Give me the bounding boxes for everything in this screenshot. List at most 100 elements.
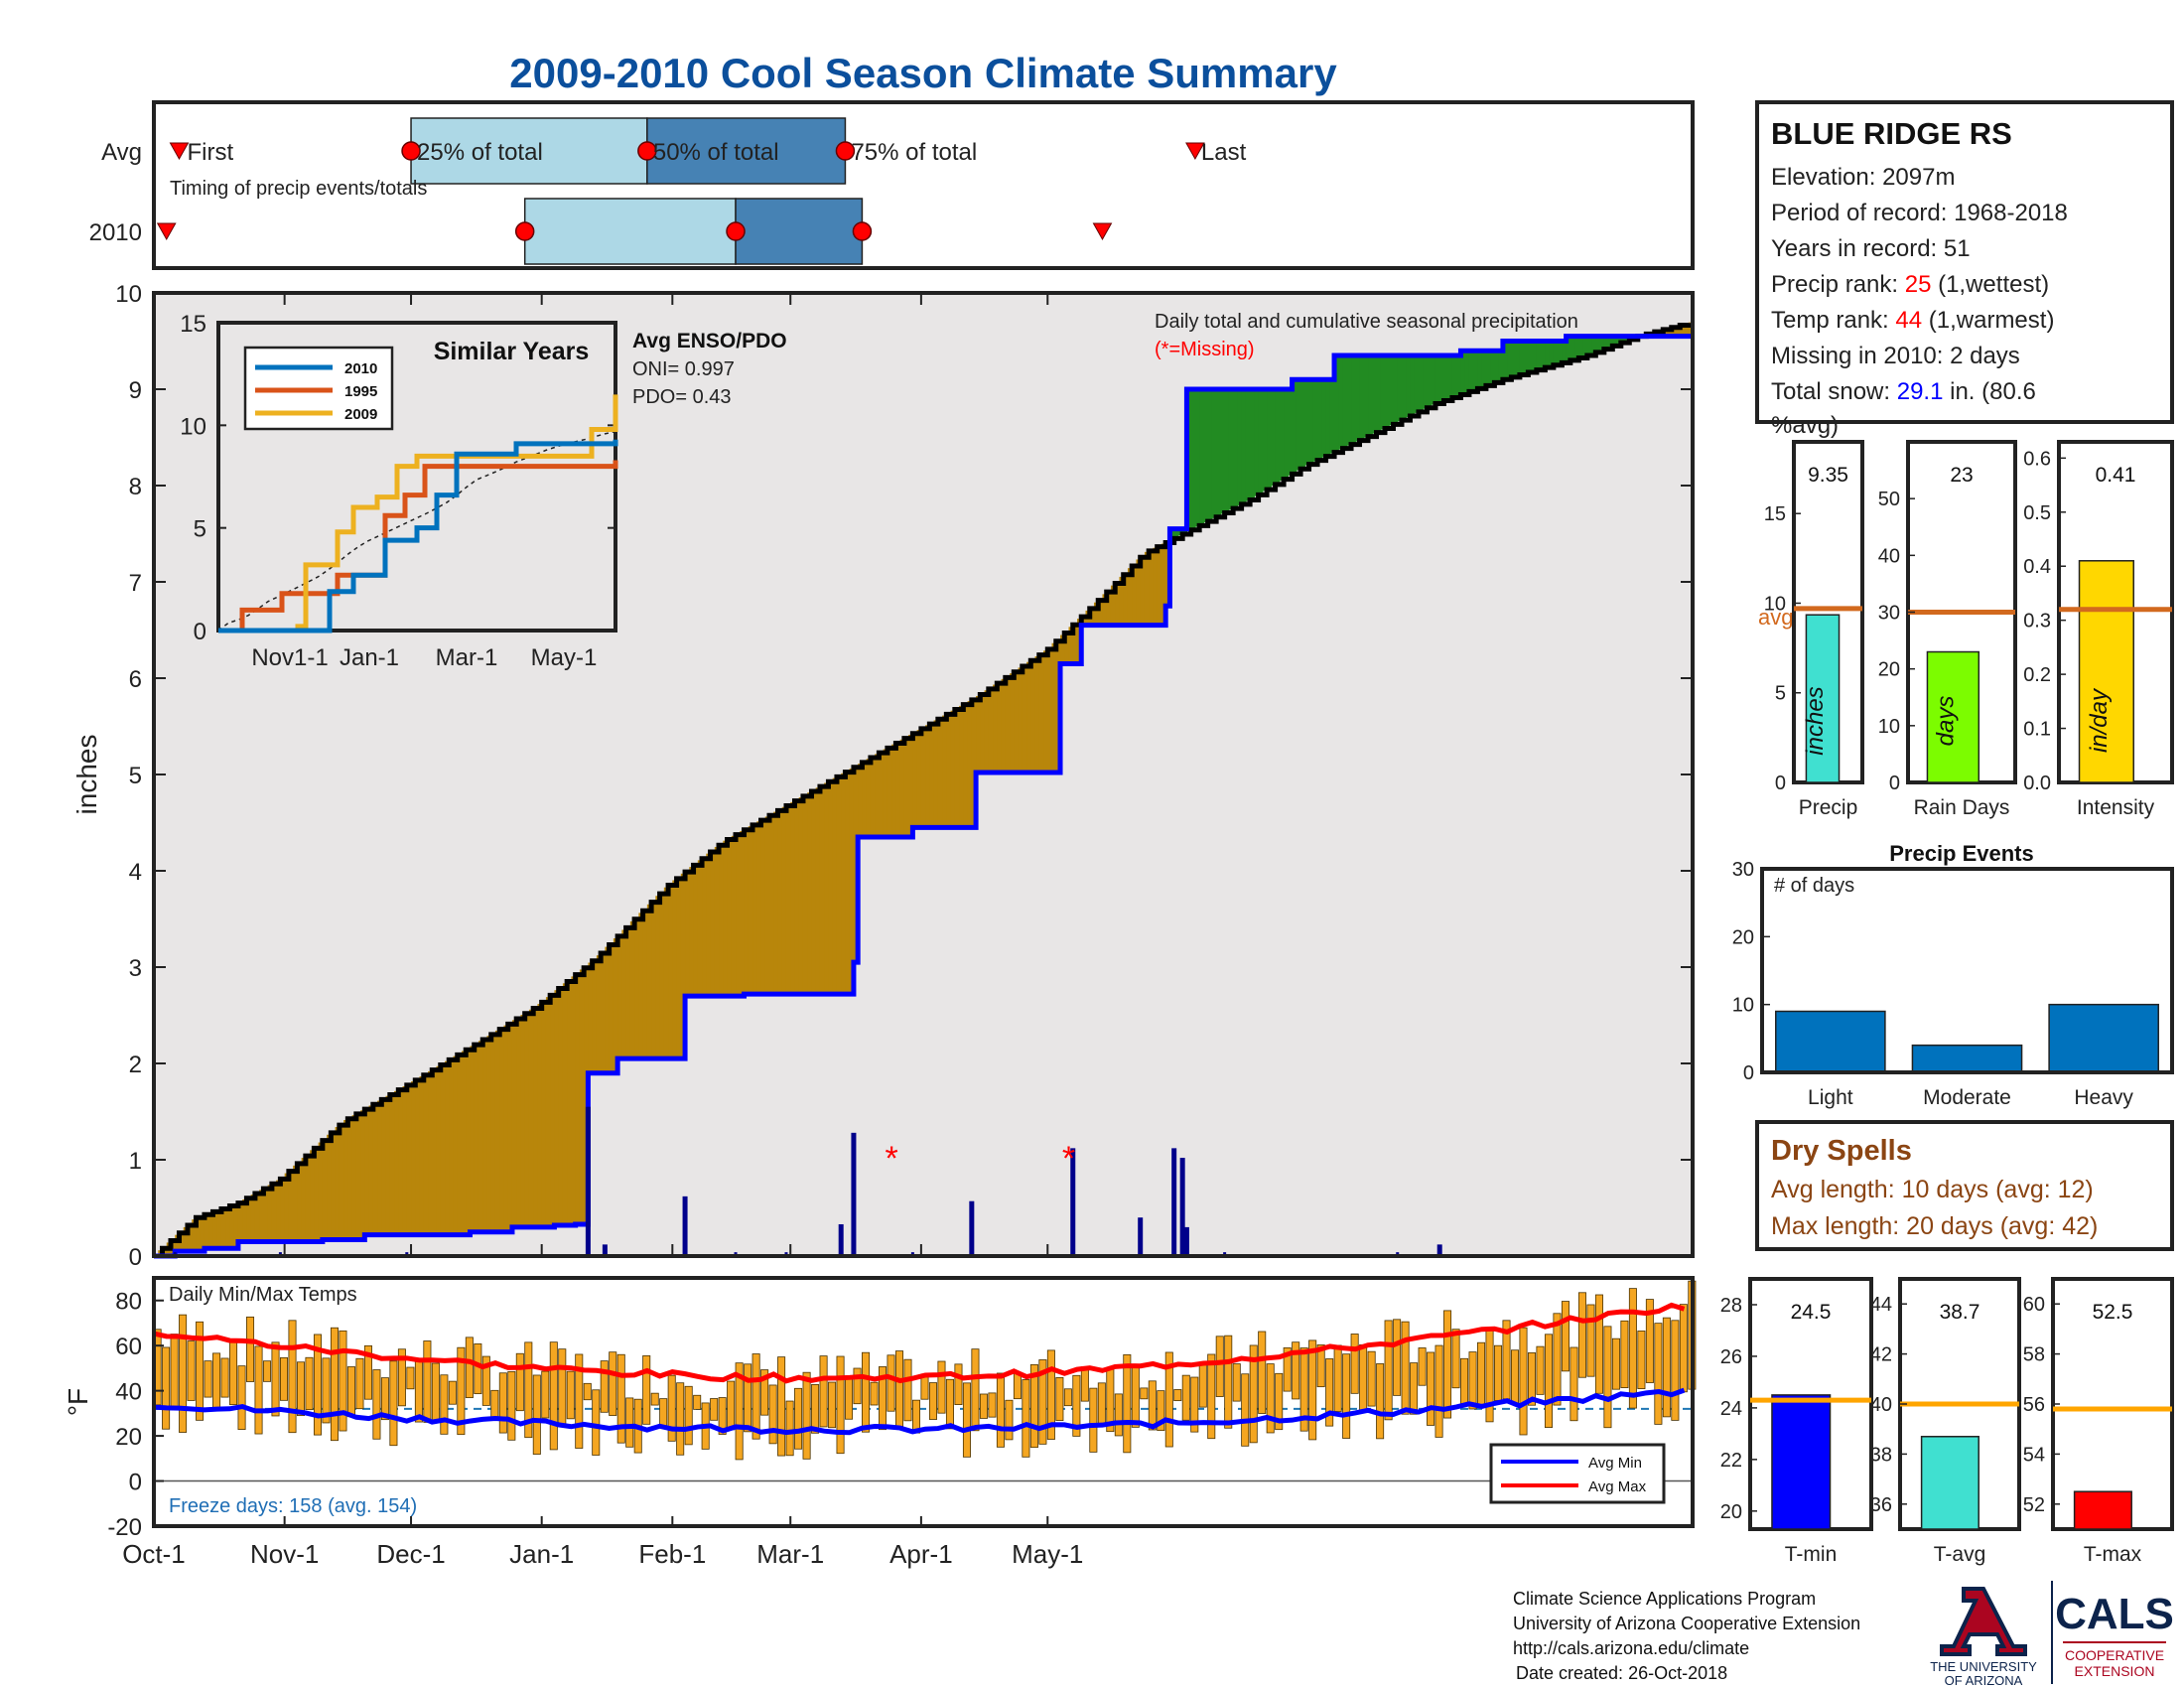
precip-anomaly-bar	[1068, 627, 1074, 664]
daily-temp-bar	[490, 1389, 499, 1419]
inset-y-tick-label: 0	[194, 619, 206, 645]
precip-anomaly-bar	[310, 1150, 315, 1242]
avg-50-75-box	[646, 117, 847, 185]
events-y-tick: 30	[1732, 859, 1754, 881]
daily-temp-bar	[1603, 1326, 1612, 1429]
precip-anomaly-bar	[1149, 549, 1155, 626]
precip-anomaly-bar	[571, 976, 577, 1225]
precip-anomaly-bar	[849, 768, 855, 995]
precip-anomaly-bar	[537, 1004, 543, 1227]
daily-temp-bar	[676, 1382, 685, 1456]
daily-temp-bar	[988, 1392, 997, 1418]
mini-chart-y-tick: 10	[1878, 716, 1900, 738]
footer-line3: http://cals.arizona.edu/climate	[1513, 1638, 1749, 1658]
temp-chart-marks: -20 0 20 40 60 80	[107, 1280, 1697, 1541]
daily-temp-bar	[1207, 1353, 1216, 1440]
precip-anomaly-bar	[1254, 389, 1260, 496]
mini-chart-y-tick: 30	[1878, 603, 1900, 625]
daily-temp-bar	[600, 1360, 609, 1413]
daily-temp-bar	[406, 1366, 415, 1390]
daily-precip-bar	[602, 1244, 608, 1256]
temp-y-label: °F	[63, 1388, 93, 1416]
precip-anomaly-bar	[1532, 341, 1538, 371]
precip-anomaly-bar	[764, 816, 770, 995]
mini-chart-category: Intensity	[2077, 796, 2155, 819]
precip-y-tick-label: 3	[129, 955, 142, 982]
precip-anomaly-bar	[1026, 661, 1031, 774]
mini-chart-y-tick: 54	[2023, 1444, 2045, 1466]
precip-anomaly-bar	[1014, 670, 1020, 774]
precip-anomaly-bar	[1468, 351, 1474, 391]
station-name: BLUE RIDGE RS	[1771, 116, 2012, 151]
cals-logo: CALS COOPERATIVE EXTENSION	[2055, 1590, 2174, 1679]
mini-chart-y-tick: 44	[1870, 1294, 1892, 1316]
precip-anomaly-bar	[693, 863, 699, 997]
precip-anomaly-bar	[1439, 355, 1445, 402]
precip-anomaly-bar	[845, 771, 851, 995]
daily-temp-bar	[1637, 1331, 1646, 1389]
precip-y-tick-label: 6	[129, 666, 142, 693]
precip-anomaly-bar	[1528, 341, 1534, 372]
precip-anomaly-bar	[1279, 389, 1285, 481]
precip-anomaly-bar	[1194, 389, 1200, 527]
p25-label: 25% of total	[417, 139, 543, 166]
precip-anomaly-bar	[208, 1212, 214, 1249]
events-bar	[1911, 1044, 2023, 1073]
precip-anomaly-bar	[220, 1207, 226, 1249]
precip-anomaly-bar	[1574, 336, 1579, 359]
precip-anomaly-bar	[1001, 678, 1007, 774]
daily-temp-bar	[558, 1348, 567, 1428]
mini-chart-value: 23	[1950, 464, 1973, 487]
precip-anomaly-bar	[385, 1095, 391, 1235]
precip-anomaly-bar	[617, 933, 622, 1059]
inset-xtick-nov: Nov1-1	[251, 644, 328, 671]
precip-anomaly-bar	[899, 739, 905, 838]
precip-anomaly-bar	[1115, 581, 1121, 626]
precip-anomaly-bar	[601, 950, 606, 1073]
precip-anomaly-bar	[318, 1142, 324, 1242]
precip-anomaly-bar	[445, 1060, 450, 1235]
mini-chart-value: 24.5	[1791, 1301, 1832, 1324]
precip-anomaly-bar	[689, 867, 695, 997]
precip-anomaly-bar	[925, 725, 930, 828]
precip-anomaly-bar	[1397, 355, 1403, 422]
daily-temp-bar	[524, 1341, 533, 1439]
mini-chart-y-tick: 60	[2023, 1294, 2045, 1316]
mini-chart-y-tick: 50	[1878, 489, 1900, 510]
precip-anomaly-bar	[993, 684, 998, 774]
daily-temp-bar	[751, 1353, 760, 1440]
precip-anomaly-bar	[920, 727, 926, 828]
precip-anomaly-bar	[507, 1022, 513, 1232]
mini-chart-y-tick: 42	[1870, 1344, 1892, 1366]
daily-temp-bar	[355, 1357, 364, 1410]
month-tick-label: Apr-1	[889, 1539, 953, 1569]
precip-anomaly-bar	[1431, 355, 1436, 405]
daily-temp-bar	[1198, 1361, 1207, 1408]
daily-temp-bar	[1418, 1347, 1427, 1386]
precip-anomaly-bar	[802, 794, 808, 995]
precip-anomaly-bar	[1616, 336, 1622, 344]
daily-temp-bar	[229, 1340, 238, 1406]
station-snow: Total snow: 29.1 in. (80.6	[1771, 378, 2036, 405]
daily-precip-bar	[1183, 1226, 1189, 1256]
ua-a-icon	[1940, 1587, 2027, 1656]
precip-anomaly-bar	[1123, 572, 1129, 626]
daily-temp-bar	[431, 1362, 440, 1423]
daily-temp-bar	[322, 1357, 331, 1424]
daily-temp-bar	[1325, 1358, 1334, 1427]
daily-temp-bar	[1241, 1373, 1250, 1447]
daily-temp-bar	[1140, 1387, 1149, 1400]
precip-anomaly-bar	[271, 1183, 277, 1242]
year-cumulative-line	[154, 334, 1693, 1259]
precip-anomaly-bar	[449, 1058, 455, 1235]
precip-anomaly-bar	[1536, 341, 1542, 369]
daily-temp-bar	[954, 1363, 963, 1405]
precip-anomaly-bar	[457, 1054, 463, 1235]
precip-anomaly-bar	[1211, 389, 1217, 518]
station-frame	[1755, 100, 2174, 424]
precip-anomaly-bar	[562, 983, 568, 1225]
precip-anomaly-bar	[423, 1073, 429, 1235]
events-y-tick: 10	[1732, 995, 1754, 1017]
precip-anomaly-bar	[1098, 598, 1104, 626]
daily-temp-bar	[313, 1334, 322, 1436]
